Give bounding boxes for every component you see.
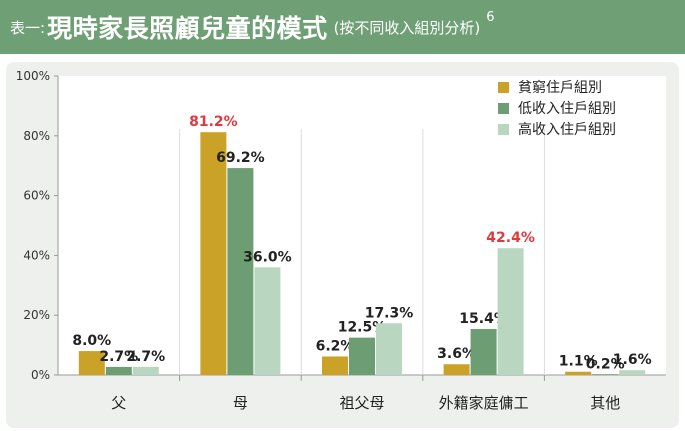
bar — [470, 328, 497, 375]
bar — [200, 132, 227, 375]
y-tick-label: 0% — [31, 368, 50, 382]
data-label: 69.2% — [216, 150, 265, 166]
bar — [565, 371, 592, 375]
y-tick-label: 100% — [16, 69, 50, 83]
legend-swatch — [498, 82, 509, 93]
bar — [227, 168, 254, 375]
data-label: 12.5% — [338, 320, 387, 336]
y-tick-label: 60% — [23, 189, 50, 203]
bar — [349, 337, 375, 375]
title-bar: 表一: 現時家長照顧兒童的模式 (按不同收入組別分析) 6 — [0, 0, 685, 54]
category-label: 外籍家庭傭工 — [439, 394, 529, 412]
data-label: 1.6% — [613, 352, 652, 368]
bar — [592, 374, 619, 375]
bar — [322, 356, 348, 375]
data-label: 6.2% — [316, 338, 355, 354]
data-label: 17.3% — [365, 305, 414, 321]
bar — [619, 370, 646, 375]
bar-chart: 0%20%40%60%80%100%父8.0%2.7%2.7%母81.2%69.… — [16, 69, 666, 412]
plot-area — [58, 76, 666, 375]
data-label: 0.2% — [586, 356, 625, 372]
page-title: 現時家長照顧兒童的模式 — [47, 14, 328, 43]
legend-label: 貧窮住戶組別 — [518, 80, 602, 96]
footnote-marker: 6 — [486, 9, 495, 25]
bar — [254, 267, 281, 375]
data-label: 2.7% — [126, 349, 165, 365]
legend-swatch — [498, 103, 509, 114]
bar — [497, 248, 524, 375]
legend-swatch — [498, 124, 509, 135]
category-label: 母 — [233, 394, 248, 412]
page-subtitle: (按不同收入組別分析) — [333, 18, 481, 37]
y-tick-label: 80% — [23, 129, 50, 143]
legend-label: 高收入住戶組別 — [518, 121, 616, 138]
legend-label: 低收入住戶組別 — [518, 101, 616, 117]
data-label: 36.0% — [243, 249, 292, 265]
bar — [78, 351, 105, 375]
y-tick-label: 40% — [23, 248, 50, 262]
data-label: 81.2% — [189, 114, 238, 130]
bar — [132, 366, 159, 375]
category-label: 父 — [111, 394, 126, 412]
data-label: 42.4% — [486, 230, 535, 246]
bar — [443, 364, 470, 375]
data-label: 8.0% — [72, 333, 111, 349]
data-label: 15.4% — [459, 311, 508, 327]
data-label: 2.7% — [99, 349, 138, 365]
y-tick-label: 20% — [23, 308, 50, 322]
bar — [105, 366, 132, 375]
data-label: 3.6% — [437, 346, 476, 362]
data-label: 1.1% — [559, 354, 598, 370]
category-label: 祖父母 — [339, 394, 384, 412]
bar — [376, 323, 402, 375]
category-label: 其他 — [590, 394, 620, 412]
chart-panel: 0% 20% 40% 60% 80% 100% 父 8.0% 2.7% 2.7% 母 81.2% 69.… — [6, 62, 679, 428]
table-number: 表一: — [10, 18, 46, 37]
